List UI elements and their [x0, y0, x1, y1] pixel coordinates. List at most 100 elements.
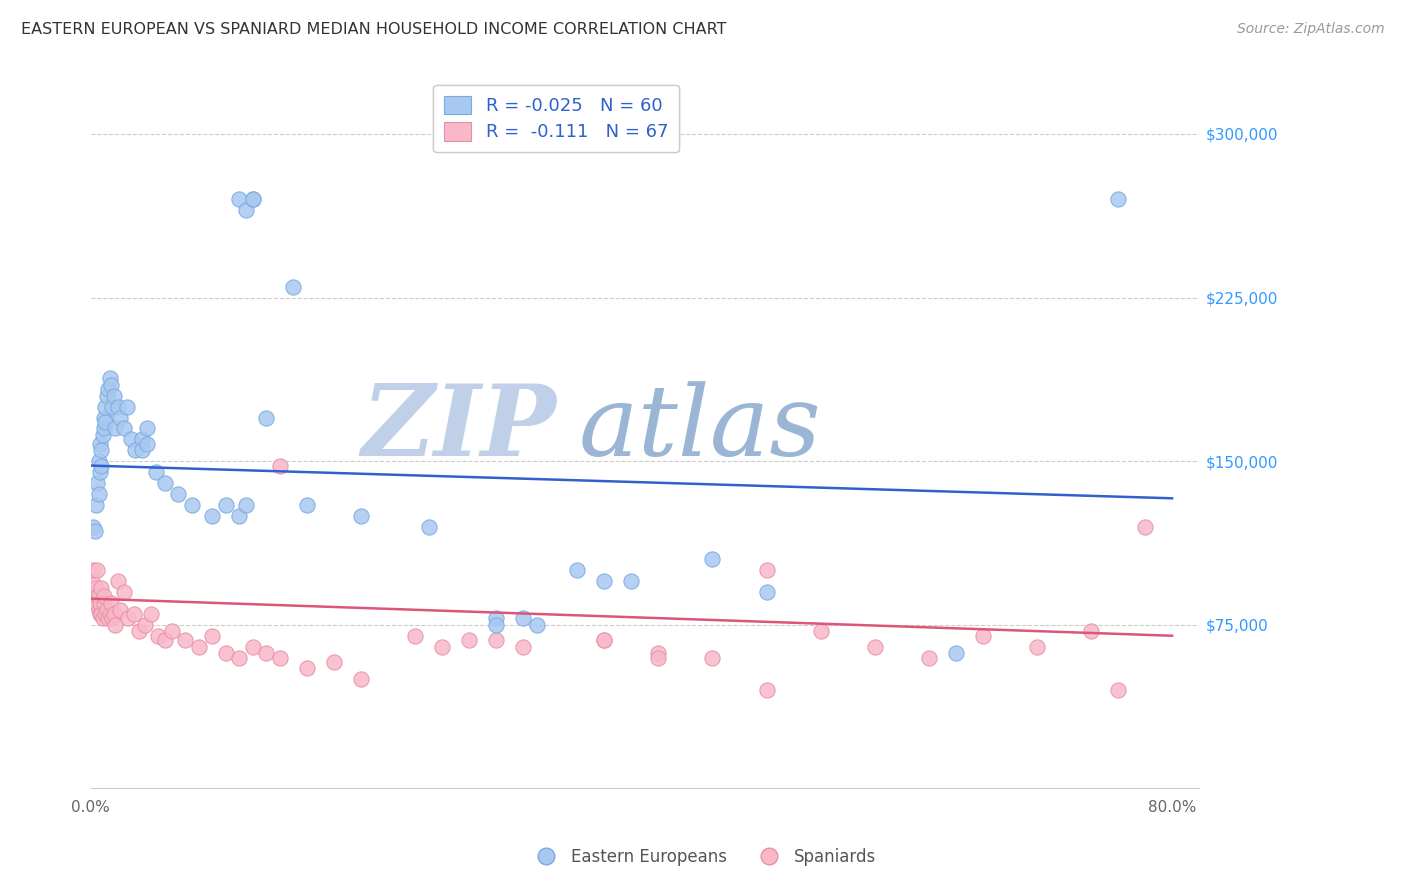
Point: [110, 602, 132, 616]
Point: [84, 498, 107, 512]
Point: [254, 410, 277, 425]
Point: [112, 585, 135, 599]
Point: [647, 646, 669, 660]
Point: [810, 624, 832, 639]
Point: [350, 673, 373, 687]
Point: [107, 400, 129, 414]
Point: [83, 585, 105, 599]
Point: [181, 498, 204, 512]
Point: [1107, 683, 1129, 698]
Point: [145, 465, 167, 479]
Point: [107, 574, 129, 589]
Point: [863, 640, 886, 654]
Point: [115, 400, 138, 414]
Point: [87, 487, 110, 501]
Point: [755, 683, 778, 698]
Point: [93, 590, 115, 604]
Point: [117, 611, 139, 625]
Point: [593, 574, 616, 589]
Text: Source: ZipAtlas.com: Source: ZipAtlas.com: [1237, 22, 1385, 37]
Point: [97, 611, 120, 625]
Point: [141, 607, 163, 621]
Point: [215, 498, 238, 512]
Point: [93, 421, 115, 435]
Point: [90, 581, 112, 595]
Point: [458, 633, 481, 648]
Point: [1080, 624, 1102, 639]
Point: [98, 371, 121, 385]
Point: [80, 574, 103, 589]
Text: EASTERN EUROPEAN VS SPANIARD MEDIAN HOUSEHOLD INCOME CORRELATION CHART: EASTERN EUROPEAN VS SPANIARD MEDIAN HOUS…: [21, 22, 727, 37]
Point: [153, 633, 176, 648]
Point: [112, 421, 135, 435]
Point: [228, 650, 250, 665]
Point: [283, 279, 305, 293]
Point: [153, 476, 176, 491]
Point: [269, 458, 291, 473]
Point: [485, 633, 508, 648]
Point: [702, 552, 724, 566]
Point: [215, 646, 238, 660]
Point: [86, 563, 108, 577]
Point: [1133, 519, 1156, 533]
Point: [96, 389, 118, 403]
Point: [187, 640, 209, 654]
Point: [945, 646, 967, 660]
Point: [235, 498, 257, 512]
Point: [755, 585, 778, 599]
Point: [512, 640, 534, 654]
Point: [134, 617, 156, 632]
Point: [124, 443, 146, 458]
Point: [350, 508, 373, 523]
Point: [90, 443, 112, 458]
Point: [972, 629, 994, 643]
Point: [91, 611, 114, 625]
Point: [136, 436, 159, 450]
Point: [295, 498, 318, 512]
Point: [91, 428, 114, 442]
Point: [89, 465, 111, 479]
Point: [97, 382, 120, 396]
Point: [86, 476, 108, 491]
Point: [136, 421, 159, 435]
Point: [103, 607, 125, 621]
Point: [90, 607, 112, 621]
Legend: R = -0.025   N = 60, R =  -0.111   N = 67: R = -0.025 N = 60, R = -0.111 N = 67: [433, 85, 679, 153]
Point: [87, 454, 110, 468]
Point: [254, 646, 277, 660]
Point: [1025, 640, 1047, 654]
Point: [567, 563, 589, 577]
Point: [128, 624, 150, 639]
Point: [228, 508, 250, 523]
Point: [90, 458, 112, 473]
Point: [702, 650, 724, 665]
Point: [485, 617, 508, 632]
Point: [160, 624, 183, 639]
Point: [1107, 193, 1129, 207]
Point: [86, 590, 108, 604]
Point: [100, 377, 122, 392]
Point: [131, 433, 153, 447]
Point: [404, 629, 426, 643]
Point: [93, 410, 115, 425]
Point: [418, 519, 440, 533]
Point: [593, 633, 616, 648]
Point: [96, 602, 118, 616]
Point: [323, 655, 346, 669]
Point: [485, 611, 508, 625]
Point: [110, 410, 132, 425]
Point: [83, 524, 105, 538]
Point: [94, 415, 117, 429]
Point: [430, 640, 453, 654]
Point: [82, 519, 104, 533]
Point: [122, 607, 145, 621]
Point: [242, 640, 264, 654]
Point: [228, 193, 250, 207]
Point: [526, 617, 548, 632]
Point: [242, 193, 264, 207]
Point: [201, 629, 224, 643]
Point: [103, 389, 125, 403]
Point: [100, 596, 122, 610]
Point: [295, 661, 318, 675]
Point: [235, 203, 257, 218]
